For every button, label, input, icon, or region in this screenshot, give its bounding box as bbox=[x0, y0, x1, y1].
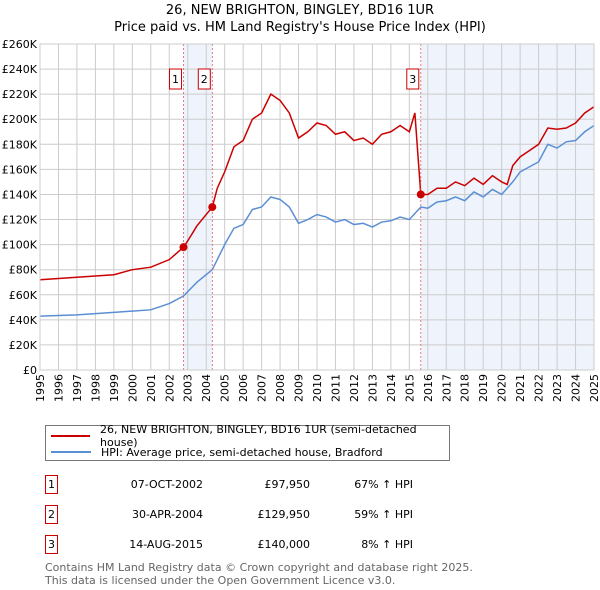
x-tick-label: 2023 bbox=[551, 374, 564, 402]
legend-label: 26, NEW BRIGHTON, BINGLEY, BD16 1UR (sem… bbox=[100, 423, 417, 449]
x-tick-label: 2014 bbox=[385, 374, 398, 402]
sale-hpi: 59% ↑ HPI bbox=[354, 508, 413, 521]
y-tick-label: £180K bbox=[2, 138, 38, 151]
sale-date: 30-APR-2004 bbox=[131, 508, 203, 521]
series-line bbox=[39, 124, 595, 317]
sale-price: £129,950 bbox=[257, 508, 311, 521]
y-tick-label: £140K bbox=[2, 188, 38, 201]
x-tick-label: 2012 bbox=[348, 374, 361, 402]
x-tick-label: 2003 bbox=[182, 374, 195, 402]
sale-price: £97,950 bbox=[264, 478, 311, 491]
x-tick-label: 2009 bbox=[293, 374, 306, 402]
x-tick-label: 2016 bbox=[422, 374, 435, 402]
sale-label-box bbox=[406, 68, 420, 90]
legend-swatch-blue bbox=[51, 451, 91, 453]
sale-point bbox=[179, 243, 188, 252]
x-tick-label: 2011 bbox=[329, 374, 342, 402]
sale-label: 1 bbox=[172, 73, 179, 86]
x-tick-label: 2025 bbox=[588, 374, 600, 402]
x-tick-label: 1997 bbox=[71, 374, 84, 402]
x-tick-label: 2006 bbox=[237, 374, 250, 402]
y-tick-label: £200K bbox=[2, 113, 38, 126]
x-tick-label: 2004 bbox=[200, 374, 213, 402]
x-tick-label: 1998 bbox=[89, 374, 102, 402]
sale-number: 3 bbox=[45, 535, 58, 554]
shaded-range bbox=[183, 44, 213, 370]
sale-point bbox=[416, 190, 425, 199]
y-tick-label: £80K bbox=[9, 264, 38, 277]
y-tick-label: £20K bbox=[9, 339, 38, 352]
x-tick-label: 2017 bbox=[440, 374, 453, 402]
sale-price: £140,000 bbox=[257, 538, 311, 551]
x-tick-label: 2021 bbox=[514, 374, 527, 402]
sale-hpi: 8% ↑ HPI bbox=[361, 538, 413, 551]
footer-line: This data is licensed under the Open Gov… bbox=[45, 574, 396, 587]
x-tick-label: 2013 bbox=[366, 374, 379, 402]
x-tick-label: 1999 bbox=[108, 374, 121, 402]
sale-date: 14-AUG-2015 bbox=[129, 538, 203, 551]
x-tick-label: 2010 bbox=[311, 374, 324, 402]
sale-label: 3 bbox=[409, 73, 416, 86]
y-tick-label: £60K bbox=[9, 289, 38, 302]
x-tick-label: 2015 bbox=[403, 374, 416, 402]
x-tick-label: 2020 bbox=[496, 374, 509, 402]
sale-number: 1 bbox=[45, 475, 58, 494]
x-tick-label: 2022 bbox=[533, 374, 546, 402]
sale-number: 2 bbox=[45, 505, 58, 524]
y-tick-label: £120K bbox=[2, 214, 38, 227]
legend-item-hpi: HPI: Average price, semi-detached house,… bbox=[51, 444, 383, 460]
footer-line: Contains HM Land Registry data © Crown c… bbox=[45, 561, 473, 574]
x-tick-label: 2008 bbox=[274, 374, 287, 402]
sale-label: 2 bbox=[201, 73, 208, 86]
x-tick-label: 1996 bbox=[52, 374, 65, 402]
y-tick-label: £240K bbox=[2, 63, 38, 76]
plot-area: 1995 1996 1997 1998 1999 2000 2001 2002 2003 2004… bbox=[2, 38, 600, 402]
legend-swatch-red bbox=[51, 435, 91, 437]
sale-label-box bbox=[197, 68, 211, 90]
x-tick-label: 2024 bbox=[570, 374, 583, 402]
x-tick-label: 2018 bbox=[459, 374, 472, 402]
x-tick-label: 1995 bbox=[34, 374, 47, 402]
footer: Contains HM Land Registry data © Crown c… bbox=[45, 561, 473, 587]
sale-date: 07-OCT-2002 bbox=[130, 478, 203, 491]
y-tick-label: £0 bbox=[23, 364, 37, 377]
legend-label: HPI: Average price, semi-detached house,… bbox=[101, 445, 383, 459]
chart-title: 26, NEW BRIGHTON, BINGLEY, BD16 1UR bbox=[165, 3, 435, 18]
shaded-range bbox=[420, 44, 594, 370]
x-tick-label: 2001 bbox=[145, 374, 158, 402]
x-tick-label: 2000 bbox=[126, 374, 139, 402]
y-tick-label: £40K bbox=[9, 314, 38, 327]
sale-hpi: 67% ↑ HPI bbox=[354, 478, 413, 491]
legend-item-property: 26, NEW BRIGHTON, BINGLEY, BD16 1UR (sem… bbox=[51, 423, 449, 449]
y-tick-label: £100K bbox=[2, 239, 38, 252]
x-tick-label: 2007 bbox=[256, 374, 269, 402]
x-tick-label: 2005 bbox=[219, 374, 232, 402]
plot-border bbox=[39, 43, 595, 371]
y-tick-label: £220K bbox=[2, 88, 38, 101]
sale-label-box bbox=[168, 68, 182, 90]
y-tick-label: £160K bbox=[2, 163, 38, 176]
sale-point bbox=[208, 203, 217, 212]
y-tick-label: £260K bbox=[2, 38, 38, 51]
x-tick-label: 2002 bbox=[163, 374, 176, 402]
x-tick-label: 2019 bbox=[477, 374, 490, 402]
legend: 26, NEW BRIGHTON, BINGLEY, BD16 1UR (sem… bbox=[45, 423, 450, 461]
chart-subtitle: Price paid vs. HM Land Registry's House … bbox=[114, 20, 486, 35]
series-line bbox=[39, 93, 595, 281]
